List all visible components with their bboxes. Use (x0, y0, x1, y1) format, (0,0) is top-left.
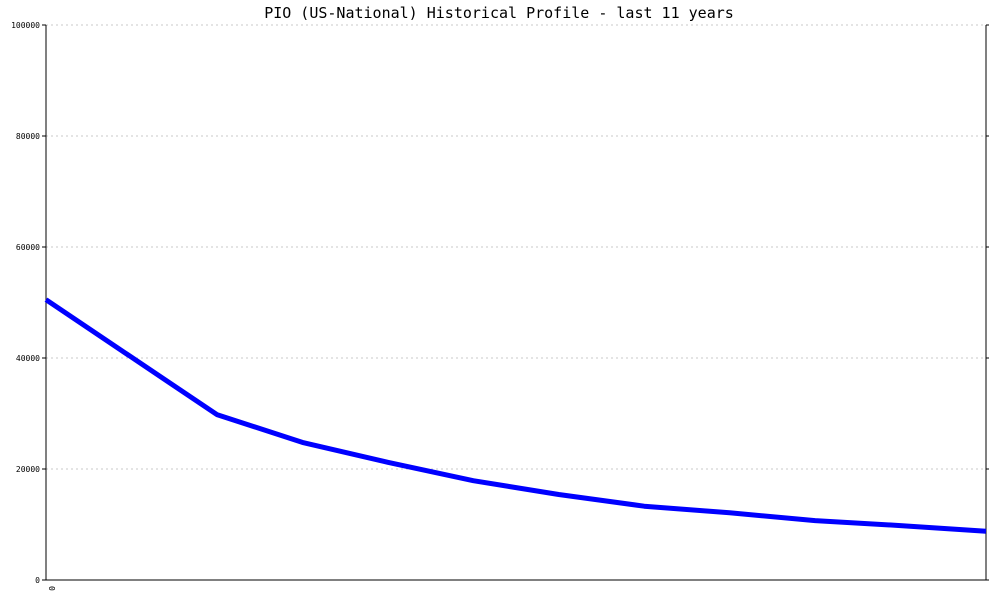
y-tick-label: 20000 (16, 465, 40, 474)
chart-title: PIO (US-National) Historical Profile - l… (264, 4, 734, 22)
grid-lines (46, 24, 986, 470)
y-tick-labels: 0 20000 40000 60000 80000 100000 (11, 21, 40, 585)
y-tick-label: 40000 (16, 354, 40, 363)
y-tick-label: 80000 (16, 132, 40, 141)
y-tick-label: 100000 (11, 21, 40, 30)
series-lines (44, 297, 987, 534)
series-line-0 (44, 297, 987, 534)
axes (42, 24, 989, 581)
x-tick-label: 0 (47, 586, 56, 591)
y-tick-label: 60000 (16, 243, 40, 252)
y-tick-label: 0 (35, 576, 40, 585)
x-tick-labels: 0 (47, 586, 56, 591)
